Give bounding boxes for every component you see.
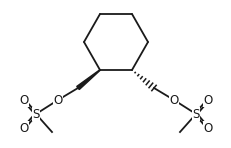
- Text: O: O: [203, 122, 212, 135]
- Text: O: O: [53, 94, 62, 107]
- Text: S: S: [32, 107, 40, 120]
- Polygon shape: [76, 70, 100, 90]
- Text: O: O: [19, 122, 28, 135]
- Text: O: O: [169, 94, 178, 107]
- Text: S: S: [191, 107, 199, 120]
- Text: O: O: [203, 94, 212, 107]
- Text: O: O: [19, 94, 28, 107]
